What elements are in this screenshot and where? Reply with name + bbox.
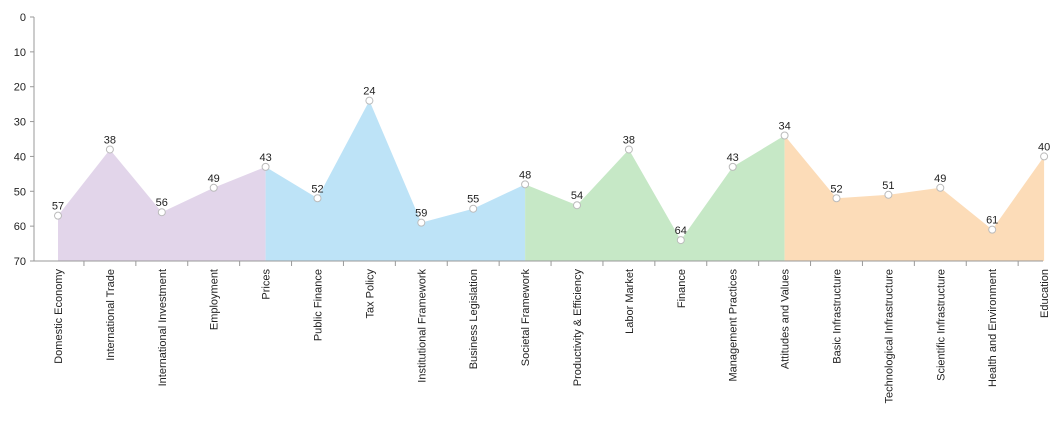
category-label-5: Prices	[261, 269, 273, 300]
area-group-4	[784, 135, 1045, 261]
data-point-9	[469, 204, 478, 213]
data-point-17	[884, 190, 893, 199]
area-group-2	[265, 100, 526, 262]
data-label-4: 49	[208, 173, 220, 185]
category-label-9: Business Legislation	[468, 269, 480, 369]
category-label-19: Health and Environment	[987, 269, 999, 387]
data-label-12: 38	[623, 134, 635, 146]
data-label-7: 24	[363, 86, 375, 98]
data-point-14	[728, 162, 737, 171]
category-label-13: Finance	[676, 269, 688, 308]
data-labels: 57 38 56 49 43 52 24 59 55 48 54 38 64 43 34 52 51 49 61 40	[52, 86, 1050, 237]
category-label-12: Labor Market	[624, 269, 636, 334]
data-point-18	[936, 183, 945, 192]
data-label-13: 64	[675, 225, 687, 237]
y-tick-label-30: 30	[14, 117, 26, 129]
category-label-1: Domestic Economy	[53, 269, 65, 364]
data-point-11	[573, 201, 581, 210]
area-group-3	[525, 135, 785, 261]
data-point-12	[624, 145, 633, 154]
data-label-5: 43	[259, 152, 271, 164]
category-label-3: International Investment	[157, 269, 169, 386]
data-label-11: 54	[571, 190, 583, 202]
category-label-14: Management Practices	[728, 269, 740, 382]
data-label-18: 49	[934, 173, 946, 185]
data-label-8: 59	[415, 208, 427, 220]
data-point-7	[365, 96, 374, 105]
category-label-10: Societal Framework	[520, 269, 532, 367]
y-tick-label-20: 20	[14, 82, 26, 94]
data-label-9: 55	[467, 194, 479, 206]
data-point-19	[988, 225, 997, 234]
data-label-1: 57	[52, 201, 64, 213]
y-tick-label-70: 70	[14, 256, 26, 268]
data-point-10	[521, 180, 530, 189]
data-label-19: 61	[986, 215, 998, 227]
data-label-15: 34	[778, 121, 790, 133]
data-point-20	[1040, 152, 1049, 161]
data-label-2: 38	[104, 134, 116, 146]
data-points	[54, 96, 1049, 245]
category-label-17: Technological Infrastructure	[883, 269, 895, 404]
y-tick-label-50: 50	[14, 186, 26, 198]
category-labels: Domestic Economy International Trade Inter…	[53, 269, 1051, 404]
data-point-16	[832, 194, 841, 203]
data-point-2	[105, 145, 114, 154]
category-label-2: International Trade	[105, 269, 117, 361]
data-point-15	[780, 131, 789, 140]
data-label-14: 43	[727, 152, 739, 164]
category-label-20: Education	[1039, 269, 1051, 318]
category-label-4: Employment	[209, 269, 221, 330]
category-label-15: Attitudes and Values	[780, 269, 792, 370]
data-label-20: 40	[1038, 141, 1050, 153]
category-label-6: Public Finance	[313, 269, 325, 341]
data-point-3	[157, 208, 166, 217]
data-label-17: 51	[882, 180, 894, 192]
data-point-8	[417, 218, 426, 227]
y-tick-label-10: 10	[14, 47, 26, 59]
axes: 0 10 20 30 40 50 60 70	[14, 12, 1043, 268]
data-point-5	[261, 162, 270, 171]
y-tick-label-0: 0	[20, 12, 26, 24]
data-point-6	[313, 194, 322, 203]
area-series	[58, 100, 1045, 262]
category-label-8: Institutional Framework	[416, 269, 428, 383]
category-label-11: Productivity & Efficiency	[572, 269, 584, 387]
y-tick-label-40: 40	[14, 151, 26, 163]
data-label-16: 52	[830, 183, 842, 195]
category-label-16: Basic Infrastructure	[832, 269, 844, 364]
data-label-10: 48	[519, 169, 531, 181]
data-label-3: 56	[156, 197, 168, 209]
y-tick-label-60: 60	[14, 221, 26, 233]
category-label-7: Tax Policy	[364, 269, 376, 319]
data-label-6: 52	[311, 183, 323, 195]
category-label-18: Scientific Infrastructure	[935, 269, 947, 381]
data-point-4	[209, 183, 218, 192]
data-point-13	[676, 236, 685, 245]
data-point-1	[54, 211, 62, 220]
area-group-1	[58, 149, 266, 261]
